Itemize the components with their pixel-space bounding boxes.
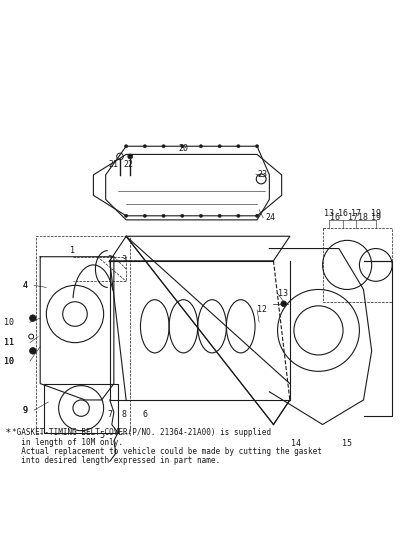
Text: 17: 17 [347, 214, 357, 222]
Circle shape [236, 145, 240, 148]
Text: into desired length expressed in part name.: into desired length expressed in part na… [12, 456, 219, 465]
Text: 13: 13 [277, 289, 287, 298]
Text: 20: 20 [178, 144, 188, 153]
Text: 13: 13 [323, 209, 333, 218]
Text: 19: 19 [370, 214, 380, 222]
Text: 16: 16 [329, 214, 339, 222]
Text: 15: 15 [341, 439, 351, 448]
Text: 22: 22 [123, 160, 133, 169]
Text: 10: 10 [4, 357, 14, 366]
Circle shape [180, 145, 183, 148]
Text: Actual replacement to vehicle could be made by cutting the gasket: Actual replacement to vehicle could be m… [12, 447, 320, 456]
Text: 6: 6 [142, 410, 147, 419]
Circle shape [161, 145, 165, 148]
Circle shape [255, 145, 258, 148]
Text: 1: 1 [70, 246, 75, 255]
Text: 18: 18 [357, 214, 367, 222]
Text: *: * [5, 428, 10, 438]
Text: 4: 4 [22, 281, 27, 290]
Text: in length of 10M only.: in length of 10M only. [12, 437, 122, 447]
Text: 12: 12 [256, 306, 266, 314]
Text: 11: 11 [4, 338, 14, 347]
Circle shape [128, 154, 133, 159]
Text: 3: 3 [121, 256, 126, 265]
Text: 4: 4 [22, 281, 27, 290]
Text: 21: 21 [109, 160, 119, 169]
Circle shape [199, 145, 202, 148]
Text: 11: 11 [4, 338, 14, 347]
Text: *GASKET-TIMING BELT COVER(P/NO. 21364-21A00) is supplied: *GASKET-TIMING BELT COVER(P/NO. 21364-21… [12, 428, 270, 437]
Circle shape [255, 214, 258, 217]
Circle shape [218, 145, 221, 148]
Circle shape [280, 301, 286, 307]
Text: 9: 9 [22, 406, 27, 415]
Text: 10: 10 [4, 357, 14, 366]
Circle shape [161, 214, 165, 217]
Circle shape [180, 214, 183, 217]
Circle shape [29, 348, 36, 354]
Text: 2: 2 [107, 256, 112, 265]
Circle shape [124, 214, 128, 217]
Text: 24: 24 [265, 214, 275, 222]
Circle shape [199, 214, 202, 217]
Text: 16: 16 [337, 209, 347, 218]
Text: 7: 7 [107, 410, 112, 419]
Text: 5: 5 [99, 431, 104, 440]
Text: 8: 8 [121, 410, 126, 419]
Circle shape [143, 214, 146, 217]
Text: 23: 23 [256, 169, 266, 179]
Text: 14: 14 [290, 439, 300, 448]
Text: 17: 17 [350, 209, 360, 218]
Circle shape [236, 214, 240, 217]
Circle shape [143, 145, 146, 148]
Circle shape [124, 145, 128, 148]
Text: 19: 19 [370, 209, 380, 218]
Circle shape [218, 214, 221, 217]
Text: 9: 9 [22, 406, 27, 415]
Text: 10: 10 [4, 318, 14, 327]
Circle shape [29, 315, 36, 321]
